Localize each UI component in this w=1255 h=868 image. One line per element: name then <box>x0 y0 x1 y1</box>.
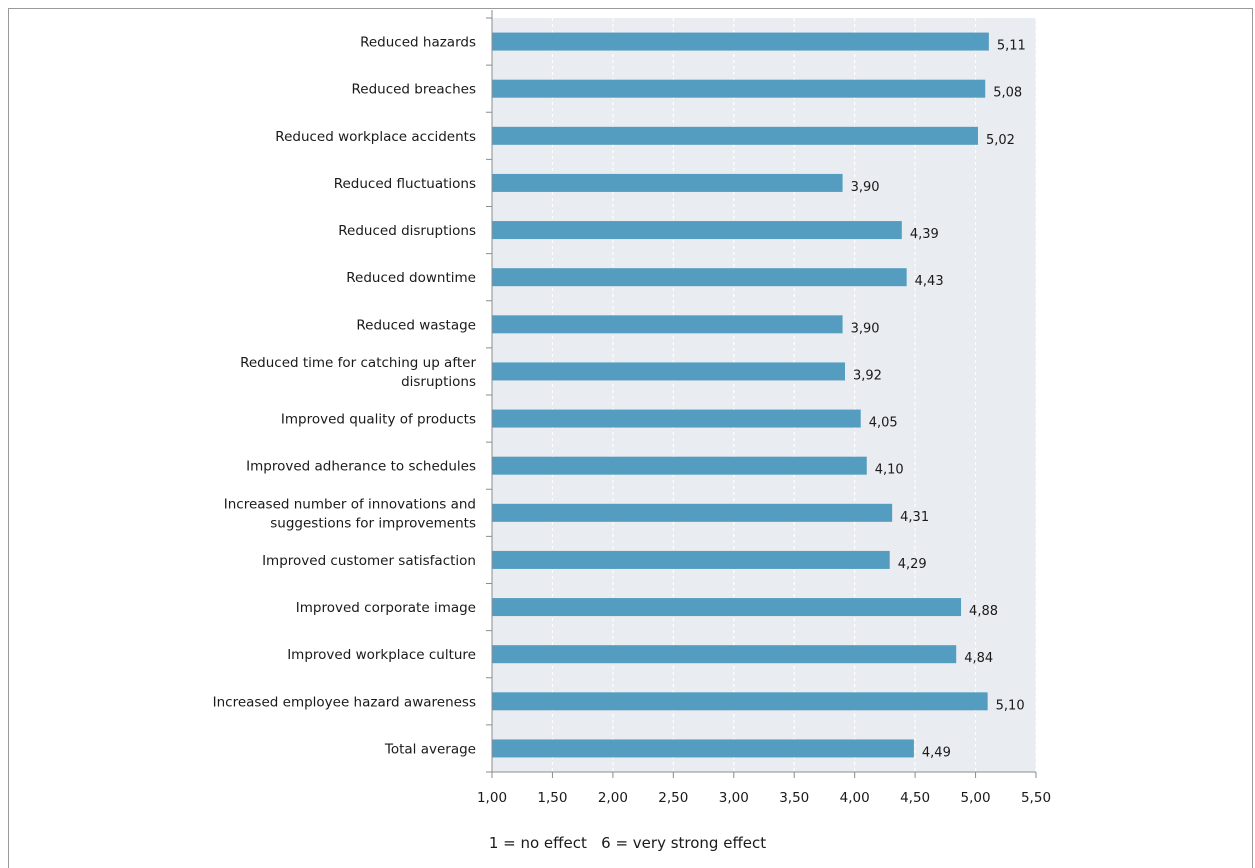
data-label: 4,84 <box>964 651 993 666</box>
x-tick-label: 5,50 <box>1021 790 1051 806</box>
scale-footnote: 1 = no effect 6 = very strong effect <box>488 834 767 852</box>
category-label: Reduced disruptions <box>338 223 476 239</box>
x-tick-label: 2,50 <box>658 790 688 806</box>
data-label: 3,92 <box>853 368 882 383</box>
x-tick-label: 4,50 <box>900 790 930 806</box>
category-label: Increased employee hazard awareness <box>213 694 476 710</box>
bar <box>492 126 978 145</box>
bar <box>492 221 902 240</box>
data-label: 3,90 <box>851 180 880 195</box>
category-label: Reduced hazards <box>360 35 476 51</box>
category-label: Improved workplace culture <box>287 647 476 663</box>
x-tick-label: 5,00 <box>961 790 991 806</box>
data-label: 4,05 <box>869 416 898 431</box>
bar <box>492 173 843 192</box>
category-label: Reduced wastage <box>356 317 476 333</box>
category-label: Reduced time for catching up after disrup… <box>240 355 476 390</box>
bar-chart: 5,11 Reduced hazards 5,08 Reduced breaches 5… <box>213 10 1051 806</box>
x-tick-label: 2,00 <box>598 790 628 806</box>
category-label: Reduced breaches <box>351 82 476 98</box>
data-label: 4,39 <box>910 227 939 242</box>
data-label: 3,90 <box>851 321 880 336</box>
bar <box>492 645 957 664</box>
data-label: 4,29 <box>898 557 927 572</box>
bar <box>492 32 989 51</box>
bar <box>492 550 890 569</box>
bar <box>492 456 867 475</box>
bar <box>492 739 914 758</box>
data-label: 4,88 <box>969 604 998 619</box>
data-label: 4,31 <box>900 510 929 525</box>
bar <box>492 315 843 334</box>
x-tick-label: 3,50 <box>779 790 809 806</box>
data-label: 4,43 <box>915 274 944 289</box>
bar <box>492 268 907 287</box>
category-label: Increased number of innovations and sugge… <box>224 496 476 531</box>
x-tick-label: 1,50 <box>537 790 567 806</box>
bar <box>492 598 962 617</box>
data-label: 4,10 <box>875 463 904 478</box>
data-label: 4,49 <box>922 745 951 760</box>
category-label: Total average <box>384 741 476 757</box>
bar <box>492 362 845 381</box>
data-label: 5,10 <box>996 698 1025 713</box>
x-tick-label: 1,00 <box>477 790 507 806</box>
data-label: 5,08 <box>993 86 1022 101</box>
data-label: 5,02 <box>986 133 1015 148</box>
category-label: Improved quality of products <box>281 412 476 428</box>
category-label: Improved customer satisfaction <box>262 553 476 569</box>
x-tick-label: 3,00 <box>719 790 749 806</box>
bar <box>492 79 986 98</box>
bar <box>492 692 988 711</box>
bar <box>492 503 893 522</box>
category-label: Improved corporate image <box>296 600 476 616</box>
category-label: Reduced downtime <box>346 270 476 286</box>
data-label: 5,11 <box>997 39 1026 54</box>
category-label: Reduced workplace accidents <box>275 129 476 145</box>
bar <box>492 409 861 428</box>
x-tick-label: 4,00 <box>840 790 870 806</box>
category-label: Improved adherance to schedules <box>246 459 476 475</box>
category-label: Reduced fluctuations <box>334 176 476 192</box>
